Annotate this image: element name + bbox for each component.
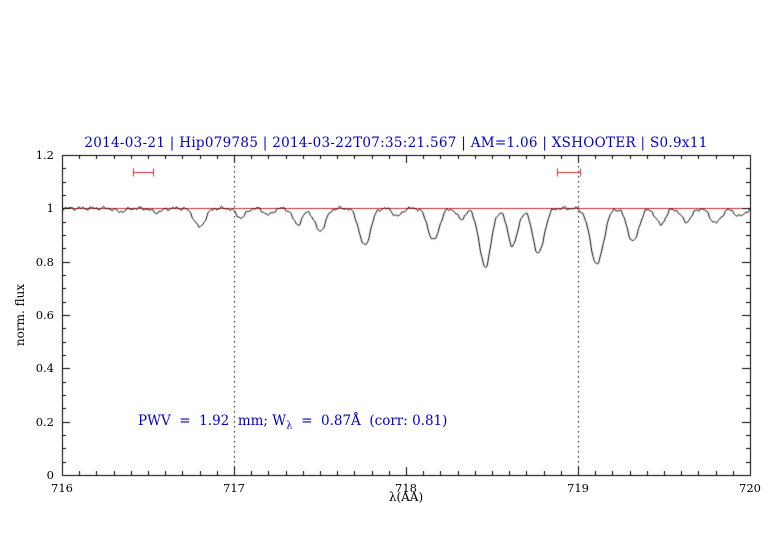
y-tick-label: 0.4 — [35, 361, 54, 376]
y-tick-label: 1 — [46, 201, 54, 216]
pwv-annotation-pre: PWV = 1.92 mm; W — [138, 413, 287, 429]
y-tick-label: 0 — [46, 468, 54, 482]
y-tick-label: 0.6 — [35, 308, 54, 322]
y-tick-label: 0.8 — [35, 254, 54, 269]
pwv-annotation-post: = 0.87Å (corr: 0.81) — [292, 413, 448, 429]
x-tick-label: 720 — [739, 481, 761, 495]
x-axis-label: λ(AA) — [388, 490, 424, 504]
y-tick-label: 1.2 — [35, 148, 54, 162]
x-tick-label: 719 — [567, 481, 589, 495]
pwv-annotation-lambda-subscript: λ — [286, 420, 293, 432]
pwv-annotation: PWV = 1.92 mm; Wλ = 0.87Å (corr: 0.81) — [138, 413, 447, 432]
x-tick-label: 718 — [395, 481, 417, 495]
x-tick-label: 716 — [51, 481, 73, 495]
x-tick-label: 717 — [223, 481, 245, 495]
plot-title: 2014-03-21 | Hip079785 | 2014-03-22T07:3… — [84, 135, 708, 151]
y-tick-label: 0.2 — [35, 414, 54, 429]
